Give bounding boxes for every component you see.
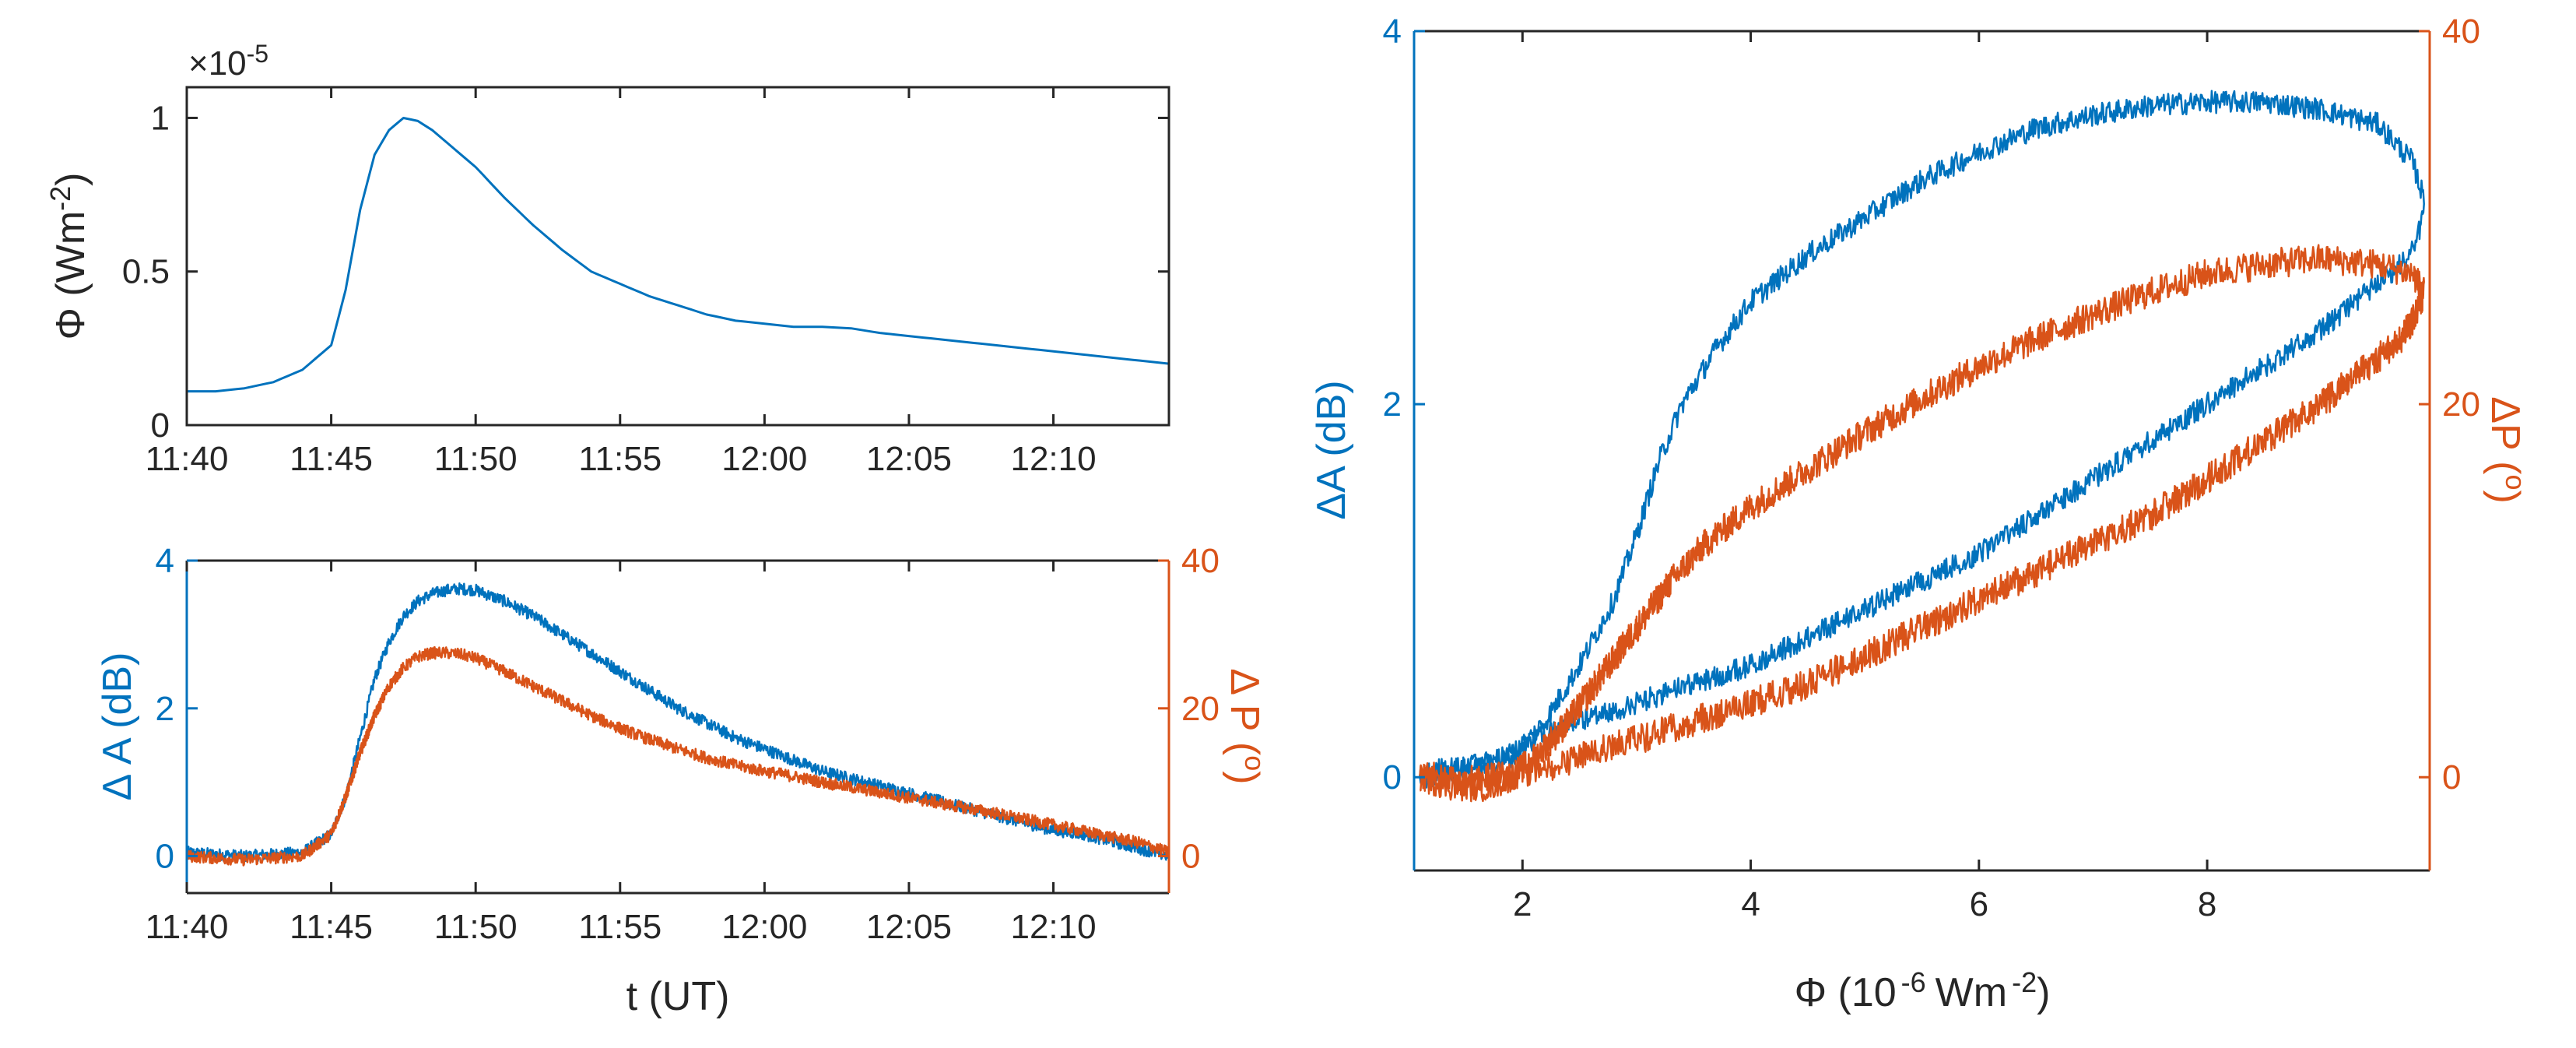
diff-time-right-y-tick-label: 0 [1181, 838, 1200, 876]
flux-time-axes-box [185, 86, 1170, 427]
diff-flux-left-y-label: ΔA (dB) [1309, 380, 1354, 519]
flux-line [187, 117, 1170, 393]
diff-time-x-label: t (UT) [626, 974, 730, 1019]
delta-p-line [185, 645, 1170, 867]
diff-time-left-y-tick-label: 2 [156, 690, 174, 728]
delta-p-loop [1419, 244, 2425, 803]
diff-time-x-tick-label: 12:00 [721, 908, 807, 946]
diff-flux-right-y-tick-label: 20 [2442, 385, 2480, 424]
diff-flux-x-tick-label: 8 [2198, 885, 2216, 923]
flux-time-x-tick-label: 12:05 [866, 440, 952, 478]
diff-flux-right-y-ticks: 0 20 40 [2419, 12, 2480, 797]
diff-time-right-y-tick-label: 40 [1181, 542, 1220, 580]
diff-time-left-y-ticks: 0 2 4 [156, 542, 198, 876]
diff-time-left-y-label: Δ A (dB) [95, 652, 140, 801]
diff-flux-x-tick-label: 4 [1741, 885, 1760, 923]
flux-time-y-tick-label: 0 [151, 406, 170, 445]
diff-time-x-tick-label: 11:55 [578, 908, 662, 946]
diff-time-right-y-tick-label: 20 [1181, 690, 1220, 728]
diff-time-x-tick-label: 12:05 [866, 908, 952, 946]
flux-time-x-tick-label: 12:10 [1010, 440, 1096, 478]
flux-time-panel: 11:40 11:45 11:50 11:55 12:00 12:05 12:10 00.5… [44, 40, 1170, 478]
delta-a-loop [1419, 90, 2425, 789]
diff-time-x-tick-label: 11:40 [146, 908, 229, 946]
diff-flux-x-label: Φ (10 -6 Wm -2) [1795, 966, 2051, 1015]
flux-time-x-tick-label: 11:50 [434, 440, 518, 478]
diff-time-left-y-tick-label: 4 [156, 542, 174, 580]
diff-flux-x-ticks: 2 4 6 8 [1513, 31, 2216, 923]
flux-time-y-label: Φ (Wm-2) [44, 173, 93, 340]
flux-time-x-tick-label: 11:55 [578, 440, 662, 478]
flux-time-x-tick-label: 11:40 [146, 440, 229, 478]
diff-flux-left-y-tick-label: 0 [1383, 758, 1402, 797]
flux-time-y-tick-label: 1 [151, 99, 170, 137]
diff-flux-right-y-tick-label: 0 [2442, 758, 2461, 797]
diff-flux-right-y-label: ΔP (o) [2483, 396, 2532, 504]
diff-time-left-y-tick-label: 0 [156, 838, 174, 876]
diff-flux-left-y-ticks: 0 2 4 [1383, 12, 1425, 797]
flux-time-y-ticks: 00.51 [122, 99, 1169, 445]
diff-flux-right-y-tick-label: 40 [2442, 12, 2480, 51]
flux-time-series [187, 117, 1170, 393]
diff-time-x-ticks: 11:40 11:45 11:50 11:55 12:00 12:05 12:10 [146, 561, 1097, 946]
flux-time-x-tick-label: 11:45 [290, 440, 373, 478]
diff-flux-left-y-tick-label: 4 [1383, 12, 1402, 51]
diff-time-right-y-label: Δ P (o) [1222, 668, 1271, 784]
diff-time-x-tick-label: 12:10 [1010, 908, 1096, 946]
diff-flux-x-tick-label: 2 [1513, 885, 1532, 923]
flux-time-y-tick-label: 0.5 [122, 253, 170, 291]
diff-flux-x-tick-label: 6 [1970, 885, 1988, 923]
diff-flux-left-y-tick-label: 2 [1383, 385, 1402, 424]
diff-time-x-tick-label: 11:45 [290, 908, 373, 946]
diff-flux-panel: 2 4 6 8 0 2 4 0 20 40 Φ (10 -6 Wm -2) ΔA (dB) ΔP (… [1309, 12, 2532, 1015]
diff-time-x-tick-label: 11:50 [434, 908, 518, 946]
diff-time-right-y-ticks: 0 20 40 [1158, 542, 1220, 876]
flux-time-x-tick-label: 12:00 [721, 440, 807, 478]
diff-flux-series [1419, 90, 2425, 803]
diff-time-series [185, 582, 1170, 867]
flux-time-x-ticks: 11:40 11:45 11:50 11:55 12:00 12:05 12:10 [146, 87, 1097, 478]
diff-time-panel: 11:40 11:45 11:50 11:55 12:00 12:05 12:10 024 … [95, 542, 1271, 1019]
flux-time-exponent: ×10-5 [188, 40, 268, 83]
